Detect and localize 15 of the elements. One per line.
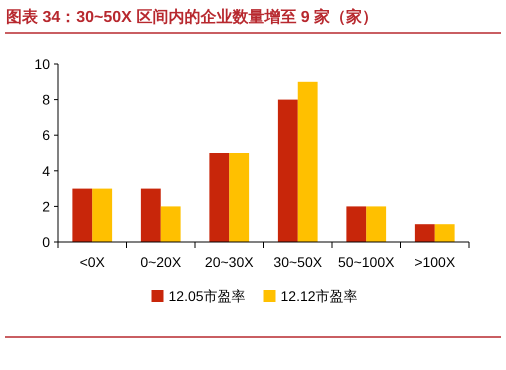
x-tick-label: 0~20X: [140, 254, 182, 270]
legend-label: 12.05市盈率: [168, 288, 246, 304]
x-tick-label: <0X: [80, 254, 106, 270]
y-tick-label: 6: [42, 127, 50, 144]
y-tick-label: 2: [42, 198, 50, 214]
x-tick-label: >100X: [414, 254, 456, 270]
x-tick-label: 50~100X: [338, 254, 396, 270]
y-tick-label: 8: [42, 92, 50, 108]
x-tick-label: 20~30X: [204, 254, 254, 270]
y-tick-label: 10: [34, 56, 50, 72]
title: 图表 34：30~50X 区间内的企业数量增至 9 家（家）: [6, 9, 378, 26]
x-tick-label: 30~50X: [273, 254, 323, 270]
y-tick-label: 0: [42, 234, 50, 250]
legend-label: 12.12市盈率: [280, 288, 358, 304]
y-tick-label: 4: [42, 162, 50, 179]
